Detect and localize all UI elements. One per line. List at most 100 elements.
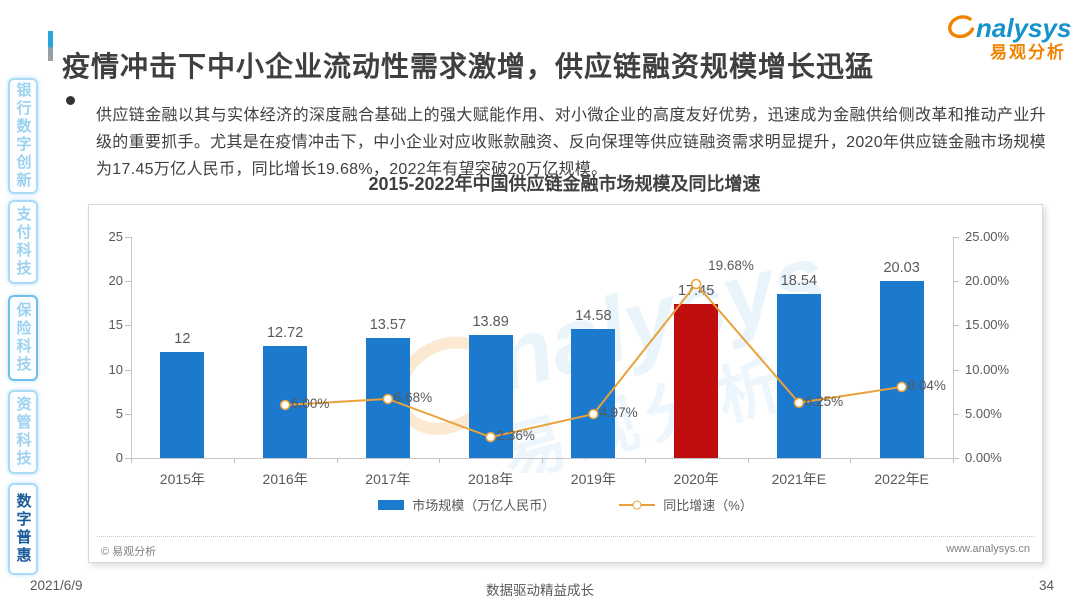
x-axis-label: 2021年E (771, 471, 827, 487)
sidebar-item-digital-inclusion[interactable]: 数字普惠 (8, 483, 38, 575)
y-axis-right-tick (953, 237, 959, 238)
line-point-2021年E (793, 397, 805, 408)
x-axis-label: 2022年E (874, 471, 929, 487)
y-axis-left-label: 20 (108, 273, 123, 289)
growth-label-2016年: 6.00% (291, 395, 330, 411)
page-title: 疫情冲击下中小企业流动性需求激增，供应链融资规模增长迅猛 (62, 50, 875, 82)
y-axis-right-tick (953, 281, 959, 283)
growth-label-2020年: 19.68% (708, 258, 754, 274)
growth-label-2021年E: 6.25% (804, 393, 844, 409)
y-axis-left-label: 25 (108, 229, 123, 244)
bar-value-label: 13.57 (369, 317, 407, 334)
plot-area: 0 5 10 15 20 25 0.00% 5.00% 10.00% 15.00% 20.00% 25… (109, 229, 1010, 487)
bar-2020年 (674, 303, 719, 458)
growth-label-2022年E: 8.04% (907, 377, 946, 393)
x-axis-label: 2020年 (673, 471, 719, 487)
x-axis-tick (439, 458, 441, 463)
y-axis-right-tick (953, 369, 959, 371)
card-divider (97, 536, 1034, 537)
y-axis-right-label: 25.00% (965, 229, 1010, 244)
x-axis-tick (336, 458, 338, 463)
logo-cn: 易观分析 (990, 42, 1066, 62)
bar-value-label: 14.58 (575, 308, 612, 325)
analysys-logo: nalysys 易观分析 (934, 10, 1074, 69)
footer-slogan: 数据驱动精益成长 (486, 583, 594, 598)
legend-label: 同比增速（%） (663, 498, 753, 513)
y-axis-left-label: 15 (108, 317, 123, 333)
line-point-2016年 (279, 399, 291, 411)
card-source-left: © 易观分析 (101, 546, 157, 558)
sidebar-item-insurance-tech[interactable]: 保险科技 (8, 295, 38, 381)
y-axis-left-tick (125, 281, 131, 283)
legend-label: 市场规模（万亿人民币） (412, 498, 556, 513)
sidebar-item-asset-mgmt-tech[interactable]: 资管科技 (8, 390, 38, 474)
sidebar-item-bank-digital-innovation[interactable]: 银行数字创新 (8, 78, 38, 194)
y-axis-left-tick (125, 413, 131, 415)
x-axis-tick (542, 458, 543, 463)
x-axis-label: 2015年 (159, 471, 205, 487)
logo-wordmark: nalysys (976, 13, 1071, 43)
bullet-text: 供应链金融以其与实体经济的深度融合基础上的强大赋能作用、对小微企业的高度友好优势… (96, 107, 1046, 178)
bar-2015年 (160, 351, 205, 458)
y-axis-right-label: 5.00% (965, 405, 1002, 421)
y-axis-left-tick (125, 369, 131, 371)
x-axis-label: 2018年 (468, 471, 514, 487)
bar-2019年 (571, 329, 616, 458)
y-axis-right-tick (953, 458, 959, 459)
chart-section-title: 2015-2022年中国供应链金融市场规模及同比增速 (368, 174, 761, 194)
y-axis-left (131, 237, 132, 458)
y-axis-right-tick (953, 325, 959, 327)
chart-legend: 市场规模（万亿人民币） 同比增速（%） (89, 495, 1042, 514)
line-point-2022年E (896, 381, 907, 393)
y-axis-right-label: 10.00% (965, 361, 1010, 377)
line-point-2017年 (382, 393, 394, 405)
footer-date: 2021/6/9 (30, 578, 83, 593)
legend-item-market-size: 市场规模（万亿人民币） (378, 495, 555, 514)
x-axis-label: 2017年 (365, 471, 411, 487)
y-axis-right-label: 20.00% (965, 273, 1010, 289)
x-axis-tick (131, 458, 132, 463)
growth-label-2018年: 2.36% (496, 428, 535, 444)
y-axis-right-tick (953, 413, 959, 415)
card-source-right: www.analysys.cn (946, 543, 1030, 555)
legend-item-growth-rate: 同比增速（%） (619, 495, 753, 514)
x-axis-label: 2016年 (262, 471, 308, 487)
y-axis-left-label: 10 (108, 361, 123, 377)
bar-value-label: 12.72 (266, 324, 304, 341)
bar-value-label: 12 (174, 330, 191, 347)
legend-line-swatch-icon (619, 500, 656, 509)
y-axis-left-tick (125, 325, 131, 327)
x-axis-tick (747, 458, 749, 463)
line-point-2020年 (690, 278, 702, 290)
chart-card: nalysys 易观分析 0 5 10 15 20 25 0.00% 5.00% 10.00% 1… (88, 204, 1043, 563)
y-axis-left-tick (125, 458, 131, 459)
title-accent-bar (48, 31, 53, 61)
growth-label-2019年: 4.97% (599, 405, 638, 421)
x-axis-tick (233, 458, 235, 463)
growth-line (279, 278, 907, 443)
bar-value-label: 18.54 (780, 273, 818, 290)
legend-bar-swatch-icon (378, 499, 405, 510)
y-axis-left-label: 5 (115, 405, 123, 421)
growth-label-2017年: 6.68% (393, 389, 433, 405)
y-axis-left-label: 0 (115, 450, 123, 465)
bullet-dot (66, 96, 75, 105)
y-axis-right (953, 237, 954, 458)
bar-2022年E (879, 280, 924, 458)
bar-value-label: 13.89 (472, 314, 509, 331)
bar-value-label: 20.03 (883, 259, 920, 276)
y-axis-right-label: 0.00% (965, 450, 1002, 465)
x-axis-tick (644, 458, 646, 463)
sidebar-item-payment-tech[interactable]: 支付科技 (8, 200, 38, 284)
y-axis-left-tick (125, 237, 131, 238)
line-point-2018年 (485, 431, 496, 443)
x-axis-label: 2019年 (570, 471, 616, 487)
y-axis-right-label: 15.00% (965, 317, 1010, 333)
logo-swirl-icon (948, 15, 975, 39)
bar-2021年E (776, 294, 821, 458)
line-point-2019年 (588, 408, 599, 420)
x-axis-tick (850, 458, 852, 463)
x-axis-tick (953, 458, 954, 463)
footer-page-number: 34 (1038, 578, 1054, 593)
